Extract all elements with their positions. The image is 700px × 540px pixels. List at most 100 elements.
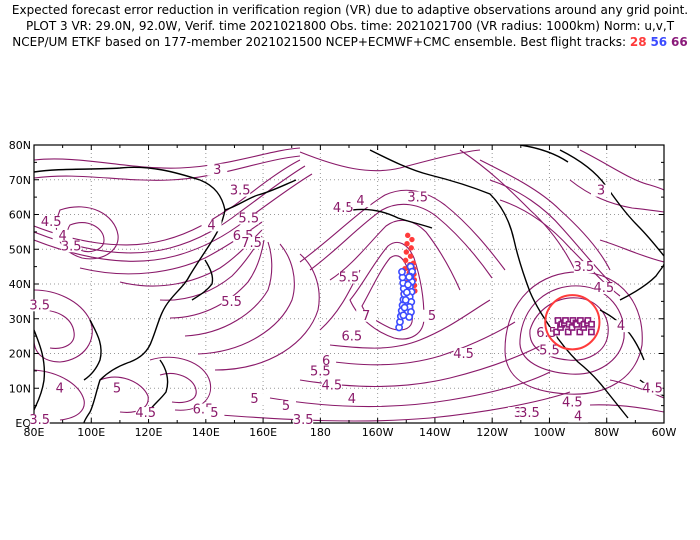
contour-line	[184, 241, 273, 337]
track-28-point	[405, 232, 411, 239]
contour-label-background	[642, 382, 663, 395]
contour-label: 3	[597, 184, 605, 199]
contour-label: 3.5	[293, 413, 314, 428]
contour-label-background	[422, 309, 443, 322]
contour-line	[459, 149, 576, 271]
track-66-point	[573, 320, 581, 328]
track-66-point	[588, 328, 595, 336]
contour-label-background	[241, 236, 262, 249]
contour-label-background	[339, 271, 359, 284]
lat-label: 60N	[9, 209, 31, 222]
contour-label-background	[568, 410, 589, 423]
contour-label-background	[293, 414, 314, 426]
latitude-labels: 80N 70N 60N 50N 40N 30N 20N 10N EQ	[9, 139, 32, 430]
lon-label: 120E	[135, 426, 163, 439]
contour-line	[579, 149, 664, 191]
hudson-bay-coastline	[559, 149, 664, 257]
contour-label-background	[333, 202, 354, 215]
contour-label-background	[341, 393, 362, 406]
indochina-coastline	[83, 319, 102, 381]
contour-value-labels: 33.54.543.54 5.56.57.53.5 5.54.5 4 3.55.576.…	[29, 163, 663, 428]
contour-line	[609, 379, 664, 399]
lon-label: 180	[310, 426, 331, 439]
contour-line	[599, 239, 664, 263]
axis-ticks	[33, 144, 665, 424]
north-america-west-coastline	[369, 149, 629, 419]
contour-label-background	[453, 347, 474, 360]
contour-label: 3.5	[519, 406, 540, 421]
contour-label: 5	[282, 399, 290, 414]
contour-label: 4.5	[321, 378, 342, 393]
header-line-1: Expected forecast error reduction in ver…	[11, 3, 689, 17]
track-66-point	[564, 328, 572, 336]
track-28-point	[408, 245, 414, 251]
lat-label: 30N	[9, 313, 31, 326]
contour-label-background	[29, 414, 50, 426]
contour-label-background	[573, 261, 594, 274]
lon-label: 100W	[534, 426, 566, 439]
track-56-point	[401, 296, 410, 304]
lon-label: 160W	[362, 426, 394, 439]
alaska-peninsula-coastline	[351, 208, 433, 229]
contour-line	[504, 271, 643, 395]
contour-label: 5	[210, 406, 218, 421]
kamchatka-coastline	[224, 179, 297, 211]
contour-label: 4.5	[453, 347, 474, 362]
contour-label-background	[276, 400, 296, 413]
track-66-point	[584, 317, 592, 324]
track-56-point	[404, 280, 412, 289]
track-66-point	[554, 317, 562, 324]
contour-line	[219, 391, 571, 422]
contour-label-background	[591, 184, 611, 197]
contour-line	[519, 285, 625, 375]
track-28-point	[407, 253, 414, 259]
contour-label: 3.5	[573, 260, 594, 275]
contour-line	[159, 372, 197, 404]
track-28-point	[402, 257, 409, 264]
contour-label-background	[41, 215, 62, 228]
verification-region-circle	[544, 294, 601, 351]
lon-label: 140E	[192, 426, 220, 439]
japan-coastline	[191, 259, 214, 301]
contour-label-background	[407, 191, 428, 204]
contour-label-background	[230, 184, 251, 197]
flight-track-66	[553, 317, 595, 336]
contour-line	[34, 159, 301, 246]
contour-label-background	[350, 195, 371, 208]
lat-label: 40N	[9, 278, 31, 291]
header-line-3: NCEP/UM ETKF based on 177-member 2021021…	[0, 34, 700, 50]
lon-label: 80W	[594, 426, 619, 439]
contour-label-background	[539, 344, 560, 357]
longitude-labels: 80E 100E 120E 140E 160E 180 160W 140W 120W 100W 80…	[24, 426, 677, 439]
contour-line	[34, 369, 85, 421]
contour-line	[319, 321, 516, 366]
india-coastline	[34, 329, 46, 411]
contour-label-background	[316, 354, 337, 367]
lat-label: 10N	[9, 382, 31, 395]
contour-label: 6.5	[342, 330, 363, 345]
contour-label: 4.5	[594, 281, 615, 296]
contour-line	[329, 299, 491, 349]
contour-label: 7	[362, 309, 370, 324]
contour-label-background	[519, 407, 540, 420]
lat-label: 20N	[9, 348, 31, 361]
track-66-point	[576, 328, 584, 336]
contour-label: 4	[58, 229, 66, 244]
contour-label: 4.5	[642, 382, 663, 397]
lon-label: 60W	[652, 426, 677, 439]
contour-label-background	[321, 379, 342, 392]
contour-line	[299, 189, 506, 271]
contour-label-background	[611, 320, 632, 333]
contour-line	[589, 404, 664, 413]
contour-label: 3.5	[230, 184, 251, 199]
track-66-point	[576, 317, 584, 324]
contour-label: 7.5	[241, 236, 262, 251]
asia-coastline	[34, 166, 226, 423]
contour-label: 4.5	[41, 215, 62, 230]
contour-label-background	[61, 240, 82, 253]
contour-label-background	[135, 407, 156, 420]
contour-line	[99, 376, 149, 413]
contour-label: 5.5	[221, 295, 242, 310]
contour-line	[349, 241, 425, 340]
